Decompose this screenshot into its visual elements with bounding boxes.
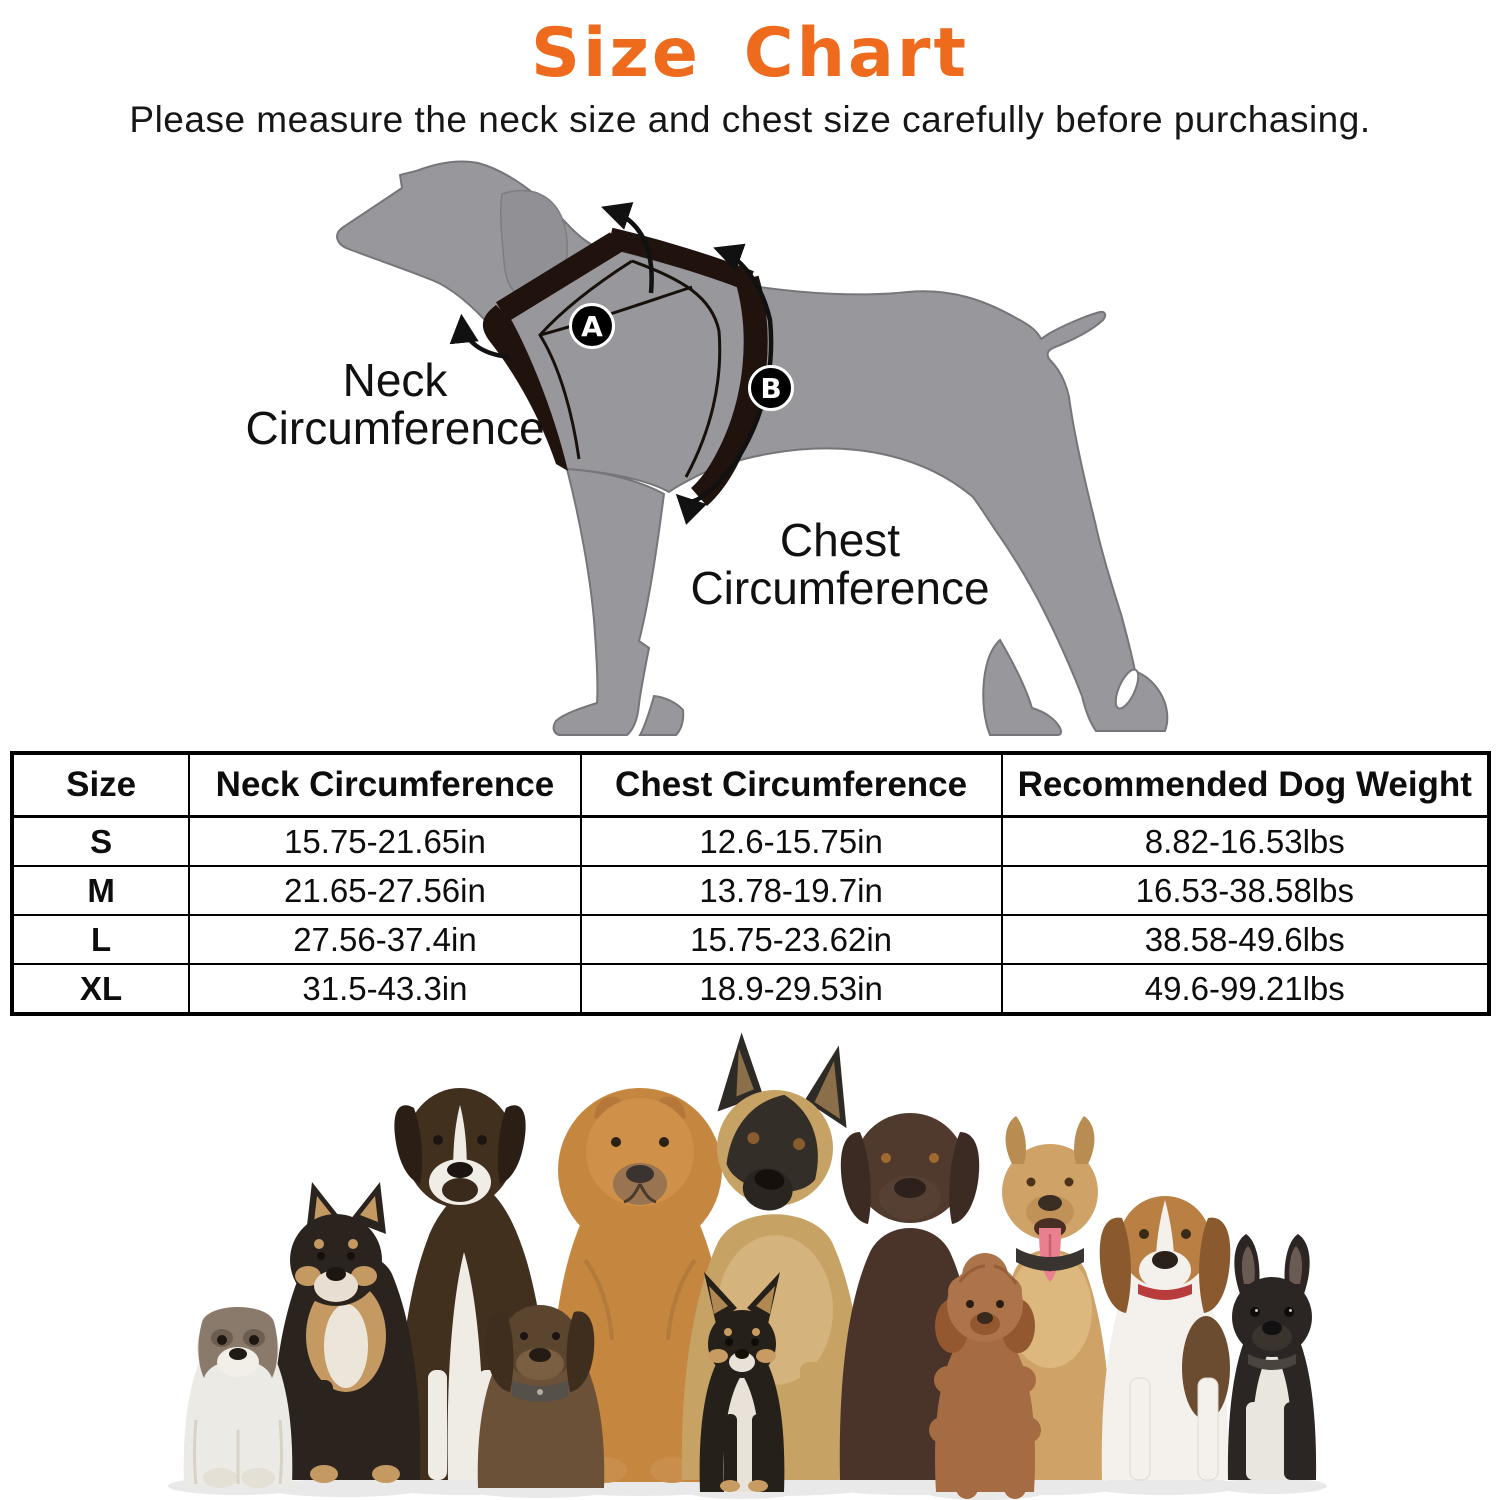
dog-harness-diagram [336,160,1169,736]
dog-shih-tzu [183,1307,293,1488]
dog-beagle [1099,1196,1231,1481]
neck-label-line2: Circumference [245,402,545,454]
subtitle: Please measure the neck size and chest s… [129,99,1371,140]
cell-neck: 31.5-43.3in [188,963,582,1015]
col-header-weight: Recommended Dog Weight [1000,752,1491,818]
dog-front-paw-2 [638,694,685,736]
cell-size: M [10,865,191,916]
cell-neck: 27.56-37.4in [188,914,582,965]
cell-size: S [10,815,191,867]
dog-silhouette [336,160,1169,732]
marker-b-badge: B [748,365,794,411]
cell-weight: 8.82-16.53lbs [1000,815,1491,867]
dog-hind-paw [982,638,1063,736]
neck-arrow-top [601,202,654,294]
cell-size: XL [10,963,191,1015]
dog-chihuahua [699,1272,785,1492]
cell-neck: 21.65-27.56in [188,865,582,916]
cell-weight: 49.6-99.21lbs [1000,963,1491,1015]
dog-toy-poodle [929,1253,1041,1499]
hind-paw-gap [1114,668,1140,710]
marker-a-badge: A [569,303,615,349]
cell-chest: 15.75-23.62in [579,914,1003,965]
cell-chest: 13.78-19.7in [579,865,1003,916]
neck-arrow-left [449,313,510,360]
table-header-row: Size Neck Circumference Chest Circumfere… [10,752,1491,818]
dogs-photo [168,1032,1327,1500]
cell-neck: 15.75-21.65in [188,815,582,867]
dog-shiba-inu [271,1182,421,1483]
cell-size: L [10,914,191,965]
measurement-arrows [449,202,774,525]
table-row: S 15.75-21.65in 12.6-15.75in 8.82-16.53l… [10,815,1491,867]
page-title: Size Chart [531,14,969,93]
size-table: Size Neck Circumference Chest Circumfere… [10,751,1491,1016]
cell-chest: 12.6-15.75in [579,815,1003,867]
dog-front-leg [552,467,666,736]
neck-label-line1: Neck [342,354,448,406]
table-row: XL 31.5-43.3in 18.9-29.53in 49.6-99.21lb… [10,963,1491,1015]
table-row: L 27.56-37.4in 15.75-23.62in 38.58-49.6l… [10,914,1491,965]
chest-label-line2: Circumference [690,562,990,614]
cell-weight: 38.58-49.6lbs [1000,914,1491,965]
dog-french-bulldog [1227,1234,1317,1480]
neck-circumference-label: Neck Circumference [205,356,585,452]
col-header-size: Size [10,752,191,818]
chest-arrow [675,243,774,525]
col-header-neck: Neck Circumference [188,752,582,818]
chest-label-line1: Chest [779,514,901,566]
cell-chest: 18.9-29.53in [579,963,1003,1015]
cell-weight: 16.53-38.58lbs [1000,865,1491,916]
col-header-chest: Chest Circumference [579,752,1003,818]
dog-dachshund [477,1305,605,1488]
table-row: M 21.65-27.56in 13.78-19.7in 16.53-38.58… [10,865,1491,916]
chest-circumference-label: Chest Circumference [650,516,1030,612]
